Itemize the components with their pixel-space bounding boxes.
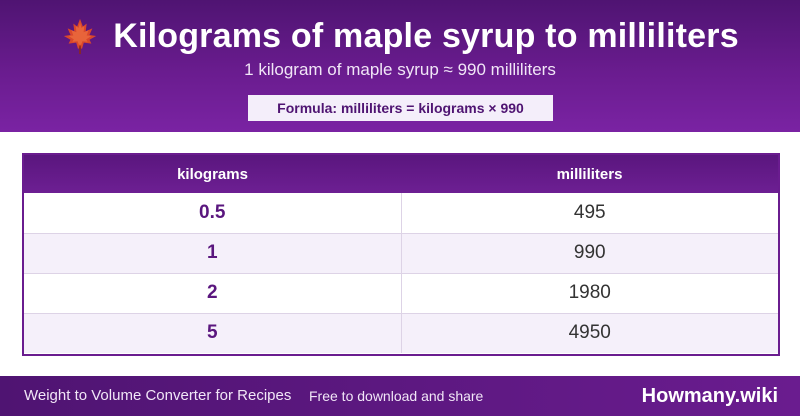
column-header-milliliters: milliliters	[556, 165, 623, 183]
table-header-row: kilograms milliliters	[24, 155, 778, 193]
maple-leaf-icon	[61, 17, 99, 55]
table-row: 1 990	[24, 232, 778, 273]
brand-logo-text[interactable]: Howmany.wiki	[641, 385, 778, 407]
milliliters-cell: 1980	[401, 272, 778, 313]
footer-bar: Weight to Volume Converter for Recipes F…	[0, 376, 800, 416]
footer-share-text: Free to download and share	[309, 388, 484, 404]
kilograms-cell: 1	[24, 232, 402, 273]
header-banner: Kilograms of maple syrup to milliliters …	[0, 0, 800, 132]
page-title: Kilograms of maple syrup to milliliters	[113, 16, 739, 55]
column-header-kilograms: kilograms	[177, 165, 248, 183]
footer-converter-link[interactable]: Weight to Volume Converter for Recipes	[24, 387, 292, 404]
milliliters-cell: 990	[401, 232, 778, 273]
milliliters-cell: 495	[573, 201, 606, 223]
kilograms-cell: 2	[24, 272, 402, 313]
milliliters-cell: 4950	[401, 312, 778, 353]
kilograms-cell: 5	[24, 312, 402, 353]
conversion-subtitle: 1 kilogram of maple syrup ≈ 990 millilit…	[244, 60, 556, 79]
table-row: 5 4950	[24, 312, 778, 353]
table-row: 0.5 495	[24, 193, 778, 233]
conversion-table: kilograms milliliters 0.5 495 1 990 2 19…	[22, 153, 780, 356]
kilograms-cell: 0.5	[24, 193, 402, 233]
table-row: 2 1980	[24, 272, 778, 313]
title-row: Kilograms of maple syrup to milliliters	[0, 12, 800, 60]
formula-box: Formula: milliliters = kilograms × 990	[248, 95, 553, 121]
